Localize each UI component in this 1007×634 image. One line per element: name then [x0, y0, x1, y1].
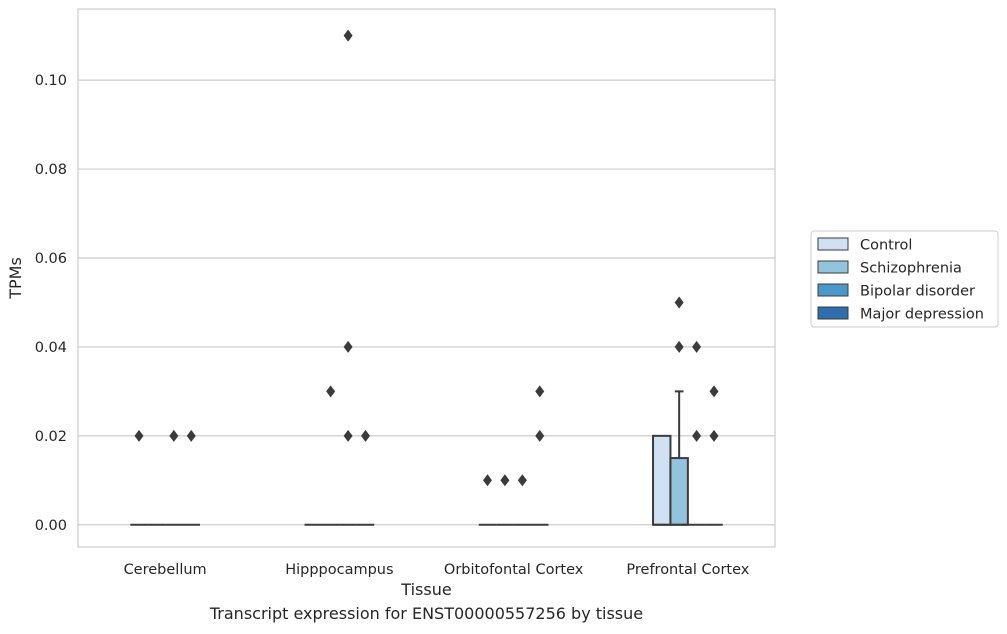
x-tick-label: Hipppocampus [285, 562, 393, 578]
y-tick-label: 0.04 [35, 340, 67, 356]
box-marks [130, 29, 723, 526]
outlier-point [482, 474, 492, 487]
outlier-point [517, 474, 527, 487]
outlier-point [361, 429, 371, 442]
outlier-point [535, 385, 545, 398]
plot-frame [77, 8, 776, 548]
y-axis-label: TPMs [6, 257, 25, 300]
outlier-point [134, 429, 144, 442]
x-axis-label: Tissue [400, 580, 451, 599]
y-tick-label: 0.10 [35, 73, 67, 89]
outlier-point [674, 340, 684, 353]
y-tick-label: 0.08 [35, 162, 67, 178]
outlier-point [674, 296, 684, 309]
outlier-point [709, 429, 719, 442]
legend-swatch [817, 306, 849, 320]
y-tick-label: 0.06 [35, 251, 67, 267]
outlier-point [692, 340, 702, 353]
y-tick-labels: 0.00 0.02 0.04 0.06 0.08 0.10 [35, 73, 67, 534]
legend-label: Schizophrenia [860, 261, 962, 277]
outlier-point [343, 340, 353, 353]
outlier-point [186, 429, 196, 442]
legend-swatch [817, 260, 849, 274]
legend-label: Major depression [860, 307, 984, 323]
outlier-point [169, 429, 179, 442]
outlier-point [500, 474, 510, 487]
outlier-point [343, 429, 353, 442]
x-tick-label: Orbitofontal Cortex [444, 562, 584, 578]
outlier-point [343, 29, 353, 42]
box [652, 434, 672, 526]
legend: Control Schizophrenia Bipolar disorder Majo… [810, 230, 999, 328]
legend-frame [810, 230, 999, 328]
x-tick-label: Cerebellum [124, 562, 207, 578]
outlier-point [535, 429, 545, 442]
x-tick-labels: Cerebellum Hipppocampus Orbitofontal Corte… [124, 562, 750, 578]
x-tick-label: Prefrontal Cortex [626, 562, 749, 578]
legend-swatch [817, 237, 849, 251]
outlier-point [692, 429, 702, 442]
y-tick-label: 0.00 [35, 518, 67, 534]
box [669, 457, 689, 526]
legend-swatch [817, 283, 849, 297]
y-tick-label: 0.02 [35, 429, 67, 445]
figure-caption: Transcript expression for ENST0000055725… [209, 604, 644, 623]
legend-label: Bipolar disorder [860, 284, 975, 300]
box-plot: 0.00 0.02 0.04 0.06 0.08 0.10 Cerebellum Hippp… [6, 8, 999, 599]
legend-label: Control [860, 238, 912, 254]
outlier-point [326, 385, 336, 398]
outlier-point [709, 385, 719, 398]
